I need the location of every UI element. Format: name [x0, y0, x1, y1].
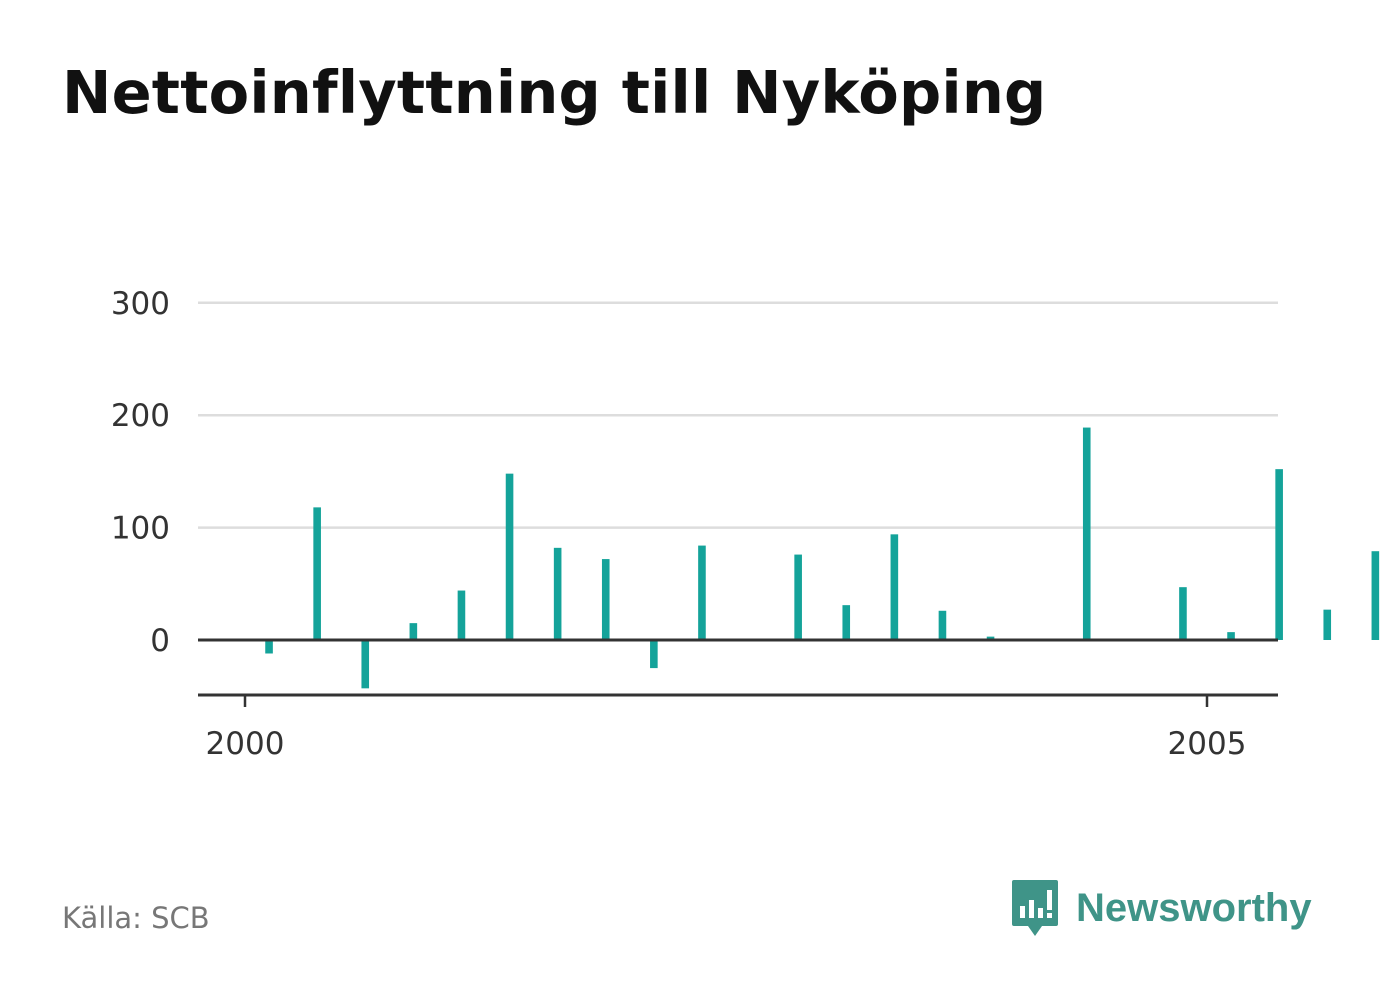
brand-name: Newsworthy: [1076, 885, 1312, 930]
bar: [842, 605, 851, 640]
x-tick-label: 2005: [1168, 726, 1247, 762]
bar: [361, 640, 370, 689]
y-tick-label: 200: [111, 398, 170, 434]
bar: [601, 559, 610, 640]
bar: [313, 507, 321, 640]
bar: [1179, 587, 1187, 640]
gridlines: [198, 301, 1278, 529]
x-tick-label: 2000: [206, 726, 285, 762]
bar: [1371, 551, 1380, 640]
bar: [1275, 469, 1283, 640]
source-label: Källa: SCB: [62, 901, 210, 935]
newsworthy-logo-icon: [1012, 880, 1058, 936]
brand-logo: Newsworthy: [1010, 878, 1312, 938]
bar: [457, 590, 466, 640]
y-tick-label: 0: [150, 623, 170, 659]
chart-title: Nettoinflyttning till Nyköping: [62, 58, 1047, 127]
y-axis-ticks: 0 100 200 300: [111, 286, 170, 659]
bar: [265, 640, 273, 654]
bar: [698, 545, 706, 640]
bar: [890, 534, 899, 640]
y-tick-label: 300: [111, 286, 170, 322]
bar: [938, 610, 947, 640]
bar: [1227, 632, 1235, 640]
bar: [409, 623, 418, 640]
bar: [1082, 427, 1091, 640]
bar: [650, 640, 658, 669]
y-tick-label: 100: [111, 511, 170, 547]
bar: [505, 473, 514, 640]
bars: [265, 427, 1380, 689]
x-axis-ticks: 200020052010201520202025: [206, 695, 1247, 762]
bar: [986, 636, 995, 640]
bar: [1323, 609, 1332, 640]
bar: [794, 554, 802, 640]
bar: [553, 547, 562, 640]
